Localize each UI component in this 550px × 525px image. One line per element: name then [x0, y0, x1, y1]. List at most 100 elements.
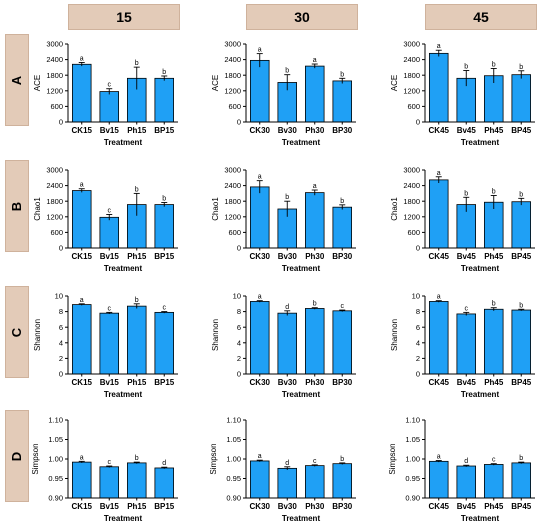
bar-chart-d-15: 0.90 0.95 1.00 1.05 1.10 Simpson a CK15 c Bv15 b Ph…	[31, 416, 178, 523]
x-axis-label: Treatment	[104, 138, 143, 147]
bar	[483, 308, 504, 375]
y-tick-label: 2400	[224, 55, 241, 64]
y-tick-label: 4	[416, 338, 420, 347]
x-axis-label: Treatment	[461, 514, 500, 523]
significance-letter: b	[519, 455, 523, 462]
y-tick-label: 3000	[224, 166, 241, 175]
x-tick-label: CK30	[250, 378, 271, 387]
bar-chart-c-15: 0 2 4 6 8 10 Shannon a CK15 c Bv15 b Ph15 c BP15 Treatm…	[33, 292, 178, 399]
y-tick-label: 0.90	[405, 494, 420, 503]
y-tick-label: 600	[407, 102, 420, 111]
y-tick-label: 1.10	[226, 416, 241, 425]
x-tick-label: Ph45	[484, 252, 504, 261]
bar	[249, 186, 270, 249]
y-tick-label: 0	[237, 244, 241, 253]
y-axis-label: Simpson	[31, 443, 40, 474]
x-tick-label: Bv15	[100, 126, 120, 135]
x-tick-label: Ph45	[484, 126, 504, 135]
significance-letter: b	[464, 190, 468, 197]
bar	[154, 77, 174, 123]
bar	[127, 305, 147, 375]
y-tick-label: 2400	[224, 181, 241, 190]
x-tick-label: Bv30	[278, 502, 298, 511]
bar	[127, 462, 147, 499]
y-tick-label: 6	[416, 323, 420, 332]
column-header-label: 45	[473, 9, 489, 25]
y-tick-label: 3000	[403, 40, 420, 49]
x-tick-label: Ph30	[305, 502, 325, 511]
bar	[99, 216, 120, 249]
bar	[304, 192, 325, 249]
y-tick-label: 0.95	[405, 474, 420, 483]
y-axis-label: ACE	[390, 75, 399, 91]
significance-letter: d	[464, 458, 468, 465]
bar	[332, 463, 352, 499]
y-tick-label: 8	[416, 307, 420, 316]
x-tick-label: CK45	[429, 502, 450, 511]
significance-letter: b	[162, 69, 166, 76]
significance-letter: a	[313, 57, 317, 64]
bar	[304, 65, 325, 123]
x-tick-label: BP30	[332, 126, 353, 135]
x-tick-label: CK45	[429, 126, 450, 135]
significance-letter: a	[80, 182, 84, 189]
y-axis-label: Simpson	[209, 443, 218, 474]
row-header-b: B	[5, 160, 29, 252]
significance-letter: a	[258, 453, 262, 460]
y-tick-label: 1800	[403, 71, 420, 80]
significance-letter: d	[285, 460, 289, 467]
significance-letter: b	[492, 301, 496, 308]
y-tick-label: 4	[59, 338, 63, 347]
x-tick-label: BP45	[511, 126, 532, 135]
y-axis-label: Shannon	[33, 319, 42, 351]
x-tick-label: BP15	[154, 502, 175, 511]
bar	[72, 190, 92, 249]
significance-letter: b	[135, 186, 139, 193]
bar	[483, 464, 504, 499]
significance-letter: a	[80, 55, 84, 62]
y-tick-label: 6	[237, 323, 241, 332]
bar-chart-a-45: 0 600 1200 1800 2400 3000 ACE a CK45 b Bv45 b Ph45 b B…	[390, 40, 535, 147]
significance-letter: a	[437, 170, 441, 177]
x-axis-label: Treatment	[461, 138, 500, 147]
significance-letter: c	[163, 305, 167, 312]
x-tick-label: CK30	[250, 502, 271, 511]
x-tick-label: Bv30	[278, 252, 298, 261]
y-tick-label: 0.90	[226, 494, 241, 503]
x-tick-label: Bv30	[278, 378, 298, 387]
bar	[72, 461, 92, 499]
bar	[249, 301, 270, 375]
bar	[304, 308, 325, 375]
bar-chart-c-45: 0 2 4 6 8 10 Shannon a CK45 c Bv45 b Ph45 b BP45 Treatm…	[390, 292, 535, 399]
y-tick-label: 0.90	[48, 494, 63, 503]
y-axis-label: ACE	[211, 75, 220, 91]
x-tick-label: Bv15	[100, 378, 120, 387]
x-axis-label: Treatment	[282, 514, 321, 523]
y-axis-label: Shannon	[211, 319, 220, 351]
x-tick-label: BP15	[154, 378, 175, 387]
bar	[304, 465, 325, 499]
y-tick-label: 1.00	[226, 455, 241, 464]
y-axis-label: Simpson	[388, 443, 397, 474]
significance-letter: a	[437, 43, 441, 50]
x-tick-label: CK15	[72, 252, 93, 261]
y-tick-label: 1.00	[405, 455, 420, 464]
y-tick-label: 1.05	[48, 435, 63, 444]
y-tick-label: 0	[237, 370, 241, 379]
significance-letter: c	[465, 305, 469, 312]
x-axis-label: Treatment	[104, 390, 143, 399]
x-tick-label: Ph45	[484, 378, 504, 387]
bar	[511, 74, 531, 123]
y-tick-label: 1800	[46, 197, 63, 206]
significance-letter: b	[285, 68, 289, 75]
bar	[72, 63, 92, 123]
bar	[99, 466, 120, 499]
x-tick-label: Ph15	[127, 378, 147, 387]
y-tick-label: 2400	[46, 181, 63, 190]
x-tick-label: BP45	[511, 502, 532, 511]
significance-letter: c	[492, 457, 496, 464]
x-tick-label: BP30	[332, 252, 353, 261]
x-tick-label: Bv45	[457, 126, 477, 135]
x-tick-label: CK30	[250, 126, 271, 135]
